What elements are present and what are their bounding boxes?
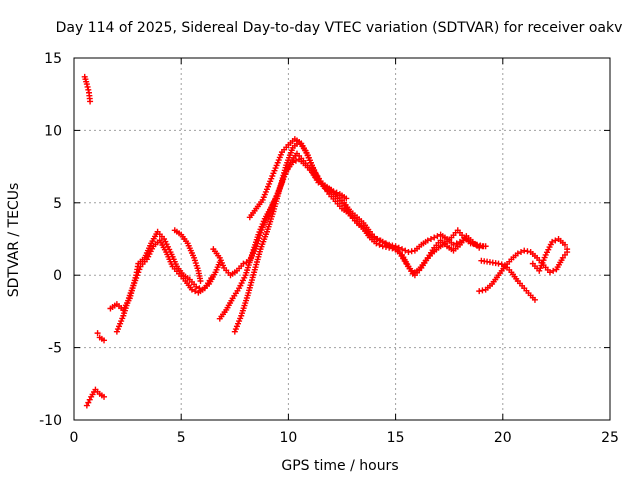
data-point xyxy=(479,287,486,294)
data-point xyxy=(193,283,200,290)
y-tick-label: -5 xyxy=(48,341,62,357)
series-arc-d xyxy=(107,228,223,313)
data-point xyxy=(546,269,553,276)
data-point xyxy=(552,237,559,244)
data-point xyxy=(197,277,204,284)
plot-frame xyxy=(73,57,611,421)
data-point xyxy=(94,330,101,337)
y-tick-label: 15 xyxy=(44,51,62,67)
data-point xyxy=(408,248,415,255)
data-point xyxy=(136,266,143,273)
data-point xyxy=(134,272,141,279)
data-point xyxy=(434,233,441,240)
series-arc-a xyxy=(81,73,94,105)
data-point xyxy=(521,247,528,254)
x-axis-label: GPS time / hours xyxy=(281,458,398,474)
data-point xyxy=(402,247,409,254)
data-point xyxy=(399,246,406,253)
x-tick-label: 25 xyxy=(601,430,619,446)
data-point xyxy=(450,241,457,248)
series-arc-l xyxy=(478,257,538,303)
series-arc-j xyxy=(246,136,350,221)
data-point xyxy=(240,260,247,267)
y-tick-labels: -10 -5 0 5 10 15 xyxy=(39,51,62,429)
data-point xyxy=(192,288,199,295)
data-point xyxy=(564,246,571,253)
data-point xyxy=(424,237,431,244)
data-point xyxy=(405,249,412,256)
data-point xyxy=(480,243,487,250)
x-tick-label: 0 xyxy=(70,430,79,446)
data-point xyxy=(196,285,203,292)
x-tick-label: 10 xyxy=(279,430,297,446)
series-arc-b xyxy=(83,386,108,409)
data-point xyxy=(498,261,505,268)
data-point xyxy=(395,244,402,251)
data-point xyxy=(133,275,140,282)
axis-ticks xyxy=(73,57,611,421)
series-arc-h xyxy=(216,150,487,322)
data-point xyxy=(561,241,568,248)
data-point xyxy=(524,248,531,255)
data-point xyxy=(382,243,389,250)
data-point xyxy=(550,267,557,274)
data-points xyxy=(81,73,571,409)
data-point xyxy=(531,296,538,303)
data-point xyxy=(379,243,386,250)
data-point xyxy=(374,236,381,242)
y-tick-label: 10 xyxy=(44,123,62,139)
data-point xyxy=(84,83,91,90)
x-tick-label: 20 xyxy=(494,430,512,446)
x-tick-label: 5 xyxy=(177,430,186,446)
data-point xyxy=(323,185,330,192)
data-point xyxy=(431,234,438,241)
data-point xyxy=(518,249,525,256)
x-tick-labels: 0 5 10 15 20 25 xyxy=(70,430,619,446)
data-point xyxy=(386,244,393,251)
data-point xyxy=(330,188,337,195)
data-point xyxy=(549,238,556,245)
series-arc-c xyxy=(94,330,108,344)
data-point xyxy=(101,393,108,400)
data-point xyxy=(208,275,215,282)
y-tick-label: 0 xyxy=(53,268,62,284)
grid xyxy=(74,58,610,420)
series-arc-k xyxy=(476,247,571,295)
data-point xyxy=(343,195,350,202)
series-arc-m xyxy=(529,236,571,274)
data-point xyxy=(101,337,108,344)
data-point xyxy=(476,244,483,251)
y-tick-label: -10 xyxy=(39,413,62,429)
data-point xyxy=(333,189,340,196)
data-point xyxy=(495,260,502,267)
y-tick-label: 5 xyxy=(53,196,62,212)
series-arc-f xyxy=(171,227,204,284)
data-point xyxy=(85,86,92,93)
data-point xyxy=(476,288,483,295)
data-point xyxy=(376,241,383,248)
y-axis-label: SDTVAR / TECUs xyxy=(6,183,22,298)
data-point xyxy=(373,240,380,247)
data-point xyxy=(83,81,90,88)
data-point xyxy=(135,269,142,276)
data-point xyxy=(453,240,460,247)
data-point xyxy=(327,186,334,193)
x-tick-label: 15 xyxy=(387,430,405,446)
data-point xyxy=(188,286,195,293)
chart-title: Day 114 of 2025, Sidereal Day-to-day VTE… xyxy=(56,20,623,36)
series-arc-e xyxy=(113,237,215,335)
data-point xyxy=(427,236,434,242)
data-point xyxy=(514,250,521,257)
data-point xyxy=(389,245,396,252)
data-point xyxy=(87,98,94,105)
